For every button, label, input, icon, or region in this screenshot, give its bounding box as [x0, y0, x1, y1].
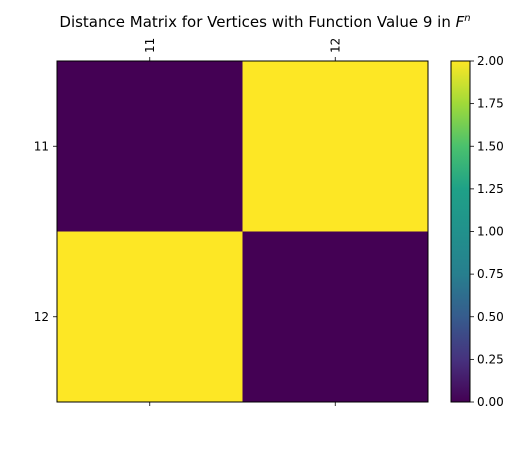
heatmap-cell-11-12 [242, 61, 428, 232]
x-axis: 11 12 [143, 38, 342, 406]
chart-title-math-base: F [456, 13, 465, 31]
y-tick-label: 11 [34, 139, 49, 153]
x-tick-label: 12 [328, 38, 342, 53]
colorbar-tick-label: 0.75 [477, 267, 504, 281]
plot-frame [56, 60, 429, 403]
colorbar-tick-label: 1.00 [477, 225, 504, 239]
colorbar-tick-label: 1.50 [477, 139, 504, 153]
x-tick-label: 11 [143, 38, 157, 53]
chart-title-math-sup: n [464, 13, 470, 24]
colorbar-tick-label: 1.75 [477, 97, 504, 111]
colorbar-tick-label: 0.25 [477, 352, 504, 366]
colorbar-tick-label: 1.25 [477, 182, 504, 196]
heatmap-cell-12-12 [242, 231, 428, 402]
y-axis: 11 12 [34, 139, 57, 324]
heatmap-cell-11-11 [57, 61, 243, 232]
chart-title: Distance Matrix for Vertices with Functi… [59, 13, 470, 31]
colorbar-axis: 0.00 0.25 0.50 0.75 1.00 1.25 1.50 1.75 2.00 [470, 54, 504, 409]
heatmap-cells [57, 61, 428, 402]
heatmap-cell-12-11 [57, 231, 243, 402]
colorbar-tick-label: 0.50 [477, 310, 504, 324]
colorbar-tick-label: 0.00 [477, 395, 504, 409]
colorbar [450, 60, 471, 403]
chart-title-text: Distance Matrix for Vertices with Functi… [59, 13, 455, 31]
colorbar-tick-label: 2.00 [477, 54, 504, 68]
y-tick-label: 12 [34, 310, 49, 324]
